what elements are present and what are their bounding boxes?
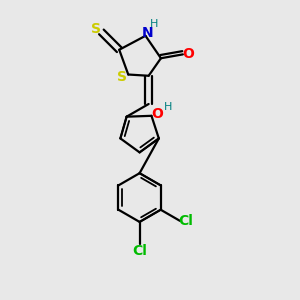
Text: Cl: Cl xyxy=(132,244,147,258)
Text: H: H xyxy=(164,102,173,112)
Text: N: N xyxy=(142,26,154,40)
Text: Cl: Cl xyxy=(178,214,193,228)
Text: H: H xyxy=(150,19,159,29)
Text: O: O xyxy=(152,107,164,121)
Text: S: S xyxy=(117,70,127,85)
Text: O: O xyxy=(182,47,194,61)
Text: S: S xyxy=(91,22,101,36)
